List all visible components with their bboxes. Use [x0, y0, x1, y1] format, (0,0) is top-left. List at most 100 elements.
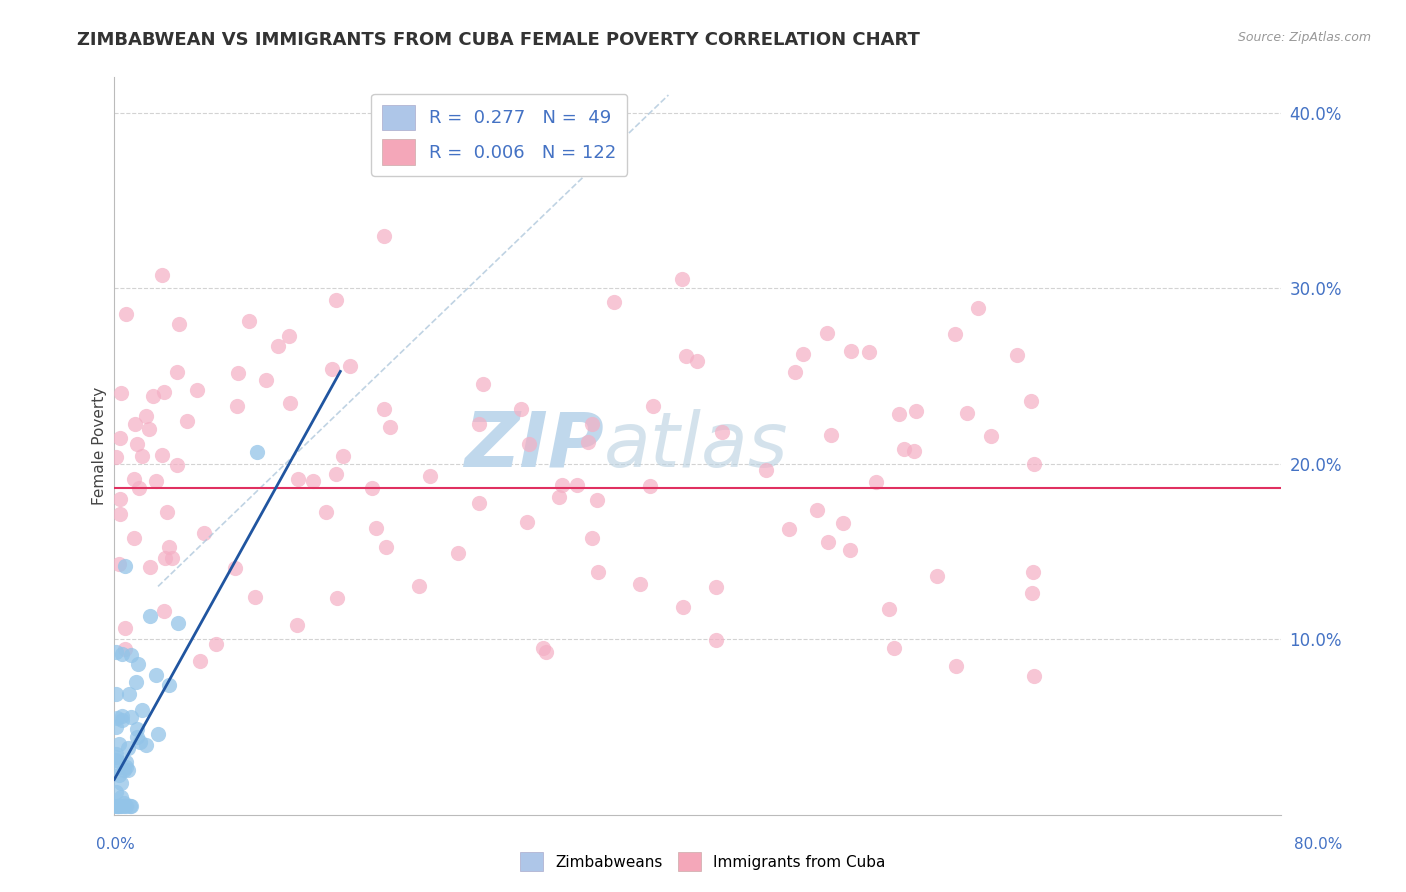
Point [108, 798, 131, 813]
Point [325, 467, 347, 481]
Point [105, 761, 128, 775]
Point [943, 326, 966, 341]
Point [111, 713, 134, 727]
Point [1022, 669, 1045, 683]
Point [125, 730, 148, 744]
Text: Source: ZipAtlas.com: Source: ZipAtlas.com [1237, 31, 1371, 45]
Point [114, 798, 136, 813]
Point [120, 798, 142, 813]
Point [108, 491, 131, 506]
Point [107, 798, 129, 813]
Point [150, 448, 173, 462]
Point [1019, 393, 1042, 408]
Point [361, 482, 384, 496]
Point [467, 496, 489, 510]
Point [945, 658, 967, 673]
Point [107, 768, 129, 782]
Point [145, 475, 167, 489]
Point [205, 637, 228, 651]
Point [325, 293, 347, 307]
Point [108, 507, 131, 521]
Point [104, 750, 127, 764]
Point [104, 645, 127, 659]
Point [339, 359, 361, 374]
Point [686, 354, 709, 368]
Point [107, 798, 129, 813]
Point [806, 503, 828, 517]
Point [643, 399, 665, 413]
Point [903, 443, 925, 458]
Point [531, 640, 554, 655]
Point [114, 755, 136, 769]
Point [166, 365, 188, 379]
Point [110, 789, 132, 804]
Point [817, 326, 839, 340]
Point [956, 406, 979, 420]
Point [879, 602, 901, 616]
Point [157, 678, 180, 692]
Point [1022, 565, 1045, 579]
Point [112, 796, 135, 810]
Point [115, 760, 138, 774]
Point [243, 591, 266, 605]
Point [225, 400, 247, 414]
Point [127, 657, 149, 672]
Point [124, 417, 146, 431]
Point [980, 429, 1002, 443]
Point [166, 458, 188, 472]
Point [704, 632, 727, 647]
Point [671, 600, 693, 615]
Point [118, 687, 141, 701]
Point [118, 798, 141, 813]
Point [105, 785, 128, 799]
Point [671, 271, 693, 285]
Point [332, 449, 354, 463]
Point [122, 531, 145, 545]
Point [110, 798, 132, 813]
Point [711, 425, 734, 439]
Point [105, 711, 128, 725]
Point [139, 560, 162, 574]
Point [326, 591, 349, 605]
Point [581, 417, 603, 432]
Point [278, 395, 301, 409]
Point [515, 515, 537, 529]
Point [628, 577, 651, 591]
Point [548, 490, 571, 504]
Legend: Zimbabweans, Immigrants from Cuba: Zimbabweans, Immigrants from Cuba [515, 847, 891, 877]
Point [792, 347, 814, 361]
Point [110, 431, 132, 445]
Point [131, 449, 153, 463]
Point [585, 493, 607, 508]
Point [188, 654, 211, 668]
Point [120, 710, 142, 724]
Point [153, 604, 176, 618]
Point [157, 540, 180, 554]
Point [820, 427, 842, 442]
Point [839, 343, 862, 358]
Text: 0.0%: 0.0% [96, 838, 135, 852]
Text: ZIP: ZIP [464, 409, 605, 483]
Point [114, 307, 136, 321]
Point [104, 450, 127, 464]
Point [586, 565, 609, 579]
Point [246, 445, 269, 459]
Point [139, 609, 162, 624]
Point [104, 753, 127, 767]
Point [817, 535, 839, 549]
Point [287, 472, 309, 486]
Point [536, 645, 558, 659]
Point [111, 647, 134, 661]
Point [135, 738, 157, 752]
Point [105, 720, 128, 734]
Point [278, 328, 301, 343]
Point [1021, 586, 1043, 600]
Point [925, 569, 948, 583]
Point [128, 481, 150, 495]
Point [839, 542, 862, 557]
Point [114, 641, 136, 656]
Point [145, 668, 167, 682]
Point [603, 295, 626, 310]
Point [125, 437, 148, 451]
Point [373, 228, 395, 243]
